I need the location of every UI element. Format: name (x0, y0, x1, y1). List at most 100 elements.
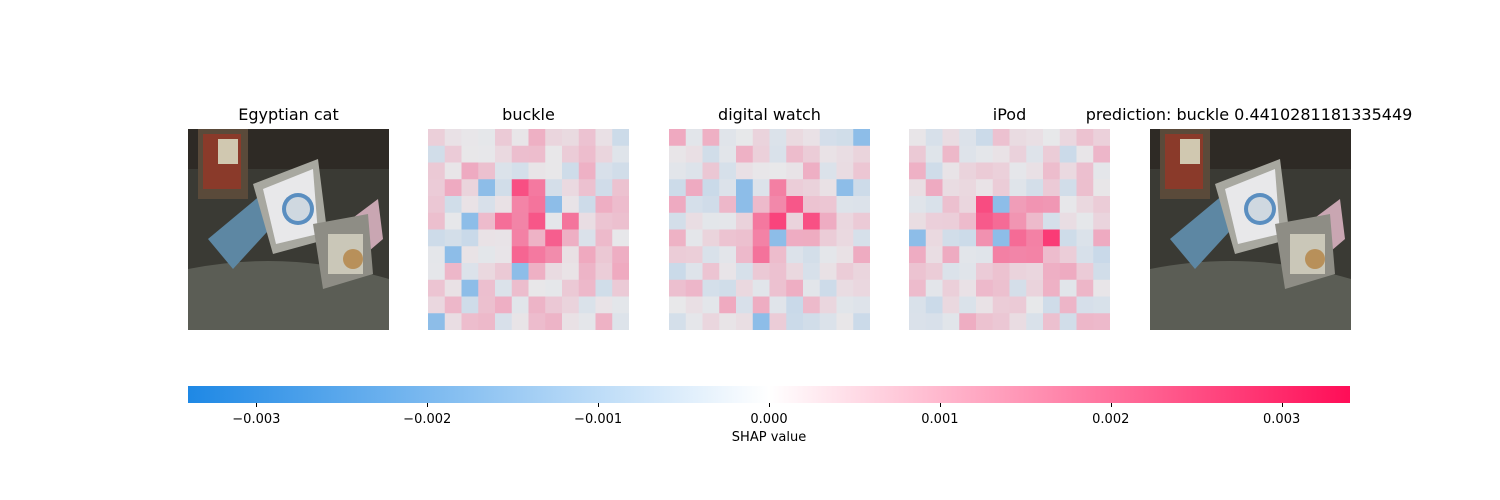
shap-cell (1076, 313, 1094, 330)
shap-cell (786, 179, 804, 197)
shap-cell (1059, 179, 1077, 197)
shap-cell (1009, 229, 1027, 247)
shap-cell (1043, 145, 1061, 163)
shap-cell (1076, 145, 1094, 163)
shap-cell (786, 129, 804, 147)
shap-cell (545, 162, 563, 180)
shap-cell (511, 296, 529, 314)
shap-cell (612, 212, 629, 230)
shap-cell (669, 313, 687, 330)
shap-cell (1076, 196, 1094, 214)
shap-cell (528, 279, 546, 297)
shap-cell (803, 145, 821, 163)
shap-cell (545, 279, 563, 297)
shap-cell (685, 263, 703, 281)
shap-cell (669, 296, 687, 314)
shap-cell (1009, 162, 1027, 180)
shap-cell (1076, 162, 1094, 180)
shap-cell (461, 229, 479, 247)
shap-cell (1093, 179, 1110, 197)
shap-cell (578, 279, 596, 297)
shap-cell (1026, 196, 1044, 214)
colorbar-tick-label: −0.002 (403, 412, 452, 427)
shap-cell (719, 246, 737, 264)
shap-cell (1059, 196, 1077, 214)
shap-cell (942, 179, 960, 197)
shap-cell (612, 179, 629, 197)
shap-cell (495, 313, 513, 330)
shap-cell (992, 229, 1010, 247)
shap-cell (1059, 229, 1077, 247)
shap-cell (1009, 313, 1027, 330)
shap-panel-buckle (428, 129, 629, 330)
shap-cell (959, 296, 977, 314)
shap-cell (545, 212, 563, 230)
shap-cell (1076, 296, 1094, 314)
shap-cell (719, 129, 737, 147)
shap-cell (578, 179, 596, 197)
shap-cell (959, 212, 977, 230)
colorbar-tick-mark (769, 403, 770, 407)
shap-cell (578, 229, 596, 247)
shap-cell (1026, 279, 1044, 297)
shap-cell (1043, 296, 1061, 314)
shap-cell (1009, 145, 1027, 163)
shap-cell (786, 246, 804, 264)
shap-cell (752, 129, 770, 147)
shap-cell (595, 246, 613, 264)
shap-cell (578, 246, 596, 264)
shap-cell (736, 145, 754, 163)
shap-cell (752, 229, 770, 247)
colorbar-tick-mark (1281, 403, 1283, 407)
shap-cell (428, 229, 446, 247)
panel-title-egyptian-cat: Egyptian cat (238, 105, 339, 124)
shap-cell (444, 229, 462, 247)
shap-cell (669, 263, 687, 281)
shap-cell (719, 162, 737, 180)
shap-cell (786, 296, 804, 314)
shap-cell (819, 279, 837, 297)
shap-cell (853, 263, 870, 281)
shap-cell (752, 212, 770, 230)
shap-cell (612, 279, 629, 297)
colorbar-label: SHAP value (731, 430, 807, 445)
shap-cell (528, 229, 546, 247)
colorbar-tick-label: 0.002 (1092, 412, 1130, 427)
shap-cell (685, 212, 703, 230)
shap-cell (909, 246, 927, 264)
shap-cell (925, 263, 943, 281)
shap-cell (819, 162, 837, 180)
shap-cell (511, 229, 529, 247)
shap-cell (1059, 145, 1077, 163)
shap-cell (428, 179, 446, 197)
shap-cell (428, 279, 446, 297)
shap-panel-digital-watch (669, 129, 870, 330)
shap-cell (612, 313, 629, 330)
shap-cell (1026, 129, 1044, 147)
shap-cell (685, 246, 703, 264)
shap-cell (786, 212, 804, 230)
shap-cell (1076, 246, 1094, 264)
shap-cell (545, 229, 563, 247)
shap-cell (595, 212, 613, 230)
shap-cell (719, 145, 737, 163)
shap-cell (444, 279, 462, 297)
shap-cell (1026, 179, 1044, 197)
shap-cell (719, 212, 737, 230)
shap-cell (976, 296, 994, 314)
shap-cell (925, 196, 943, 214)
shap-cell (1026, 162, 1044, 180)
shap-cell (1043, 279, 1061, 297)
shap-cell (702, 212, 720, 230)
shap-cell (925, 212, 943, 230)
shap-cell (803, 246, 821, 264)
shap-cell (461, 263, 479, 281)
shap-cell (769, 246, 787, 264)
shap-cell (595, 196, 613, 214)
shap-cell (428, 129, 446, 147)
shap-cell (959, 279, 977, 297)
shap-cell (909, 162, 927, 180)
shap-cell (578, 296, 596, 314)
panel-title-ipod: iPod (992, 105, 1027, 124)
shap-cell (495, 263, 513, 281)
